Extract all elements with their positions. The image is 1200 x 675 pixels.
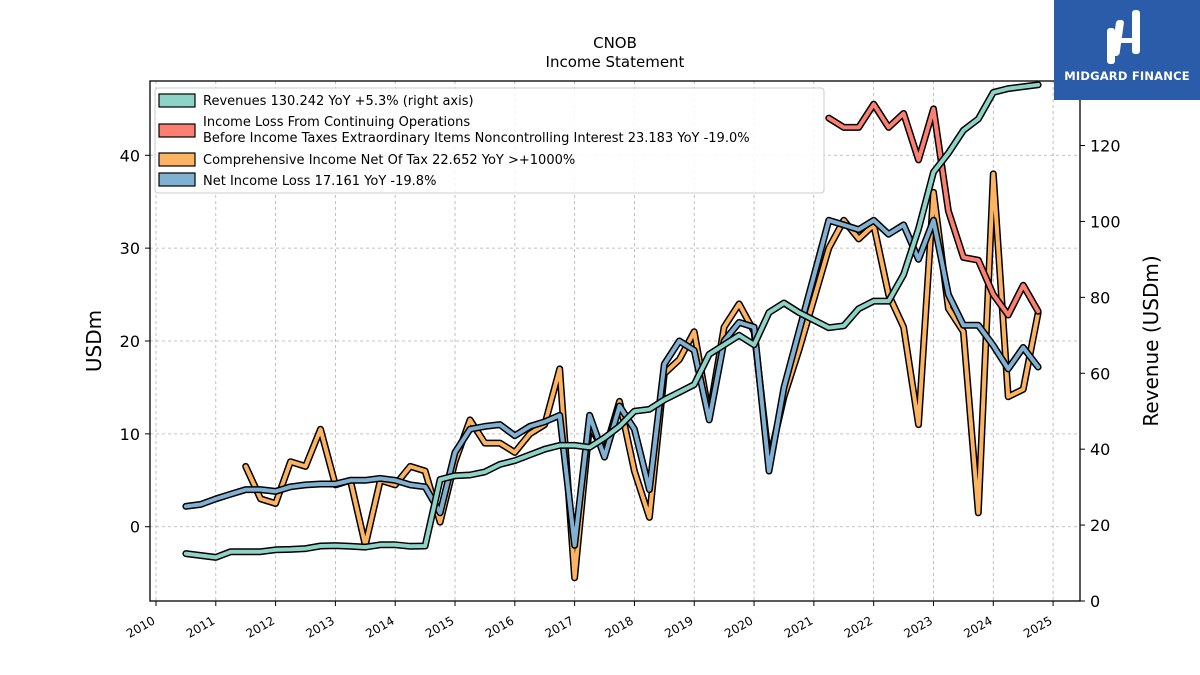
series-revenues: [182, 81, 1042, 561]
series-income-loss-from-continuing-operations-b: [825, 100, 1042, 319]
legend-label-pretax-income-line2: Before Income Taxes Extraordinary Items …: [203, 131, 750, 146]
brand-name: MIDGARD FINANCE: [1064, 69, 1190, 83]
y-tick-label-right: 0: [1090, 592, 1100, 611]
brand-logo: MIDGARD FINANCE: [1054, 0, 1200, 100]
y-tick-label-right: 20: [1090, 516, 1110, 535]
y-tick-label-right: 60: [1090, 364, 1110, 383]
y-axis-label-left: USDm: [82, 310, 106, 372]
chart-title: CNOB: [593, 34, 637, 52]
y-tick-label-left: 20: [120, 332, 140, 351]
legend-swatch-pretax-income: [158, 123, 196, 138]
series-line: [243, 171, 1041, 580]
legend-label-pretax-income-line1: Income Loss From Continuing Operations: [203, 115, 470, 130]
legend-box: [154, 87, 825, 194]
legend-swatch-comprehensive-income: [158, 152, 196, 167]
legend-swatch-net-income: [158, 172, 196, 187]
y-tick-label-left: 40: [120, 146, 140, 165]
y-tick-label-right: 80: [1090, 288, 1110, 307]
series-line: [826, 102, 1041, 317]
series-comprehensive-income-net-of-tax: [242, 170, 1042, 582]
chart-subtitle: Income Statement: [546, 53, 685, 71]
legend-label-comprehensive-income: Comprehensive Income Net Of Tax 22.652 Y…: [203, 153, 575, 168]
y-tick-label-left: 0: [130, 518, 140, 537]
y-tick-label-right: 40: [1090, 440, 1110, 459]
series-line: [183, 82, 1041, 560]
y-axis-label-right: Revenue (USDm): [1139, 255, 1163, 426]
y-tick-label-right: 100: [1090, 212, 1121, 231]
y-tick-label-right: 120: [1090, 137, 1121, 156]
midgard-logo-icon: [1107, 10, 1140, 64]
legend: Revenues 130.242 YoY +5.3% (right axis) …: [154, 87, 825, 194]
series-layer: [182, 81, 1042, 582]
legend-label-net-income: Net Income Loss 17.161 YoY -19.8%: [203, 174, 436, 189]
legend-swatch-revenues: [158, 93, 196, 108]
legend-label-revenues: Revenues 130.242 YoY +5.3% (right axis): [203, 94, 474, 109]
y-tick-label-left: 10: [120, 425, 140, 444]
y-tick-label-left: 30: [120, 239, 140, 258]
